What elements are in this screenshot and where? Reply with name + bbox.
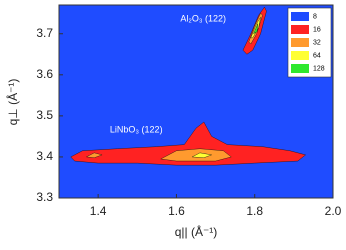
legend-swatch (291, 64, 309, 73)
y-tick-label: 3.4 (36, 149, 53, 163)
x-tick-label: 1.8 (246, 204, 263, 218)
x-tick-label: 1.6 (168, 204, 185, 218)
legend-label: 8 (313, 13, 317, 20)
x-tick-label: 2.0 (325, 204, 342, 218)
x-axis-label: q|| (Å⁻¹) (175, 224, 218, 239)
annotation: Al₂O₃ (122) (180, 14, 226, 24)
y-tick-label: 3.3 (36, 190, 53, 204)
contour-region (253, 23, 259, 35)
x-tick-label: 1.4 (90, 204, 107, 218)
legend-swatch (291, 51, 309, 60)
contours (70, 6, 307, 166)
legend-label: 32 (313, 39, 321, 46)
y-tick-label: 3.7 (36, 26, 53, 40)
y-axis-label: q⊥ (Å⁻¹) (5, 79, 20, 126)
contour-region (250, 17, 261, 39)
legend-label: 64 (313, 52, 321, 59)
legend-label: 16 (313, 26, 321, 33)
plot-frame (58, 4, 334, 199)
legend-swatch (291, 12, 309, 21)
y-tick-label: 3.6 (36, 67, 53, 81)
contour-region (70, 121, 307, 166)
plot-background (59, 5, 333, 198)
y-tick-label: 3.5 (36, 108, 53, 122)
annotation: LiNbO₃ (122) (110, 125, 163, 135)
legend-swatch (291, 25, 309, 34)
legend-label: 128 (313, 65, 325, 72)
contour-region (85, 152, 103, 158)
contour-region (191, 152, 213, 158)
legend-swatch (291, 38, 309, 47)
